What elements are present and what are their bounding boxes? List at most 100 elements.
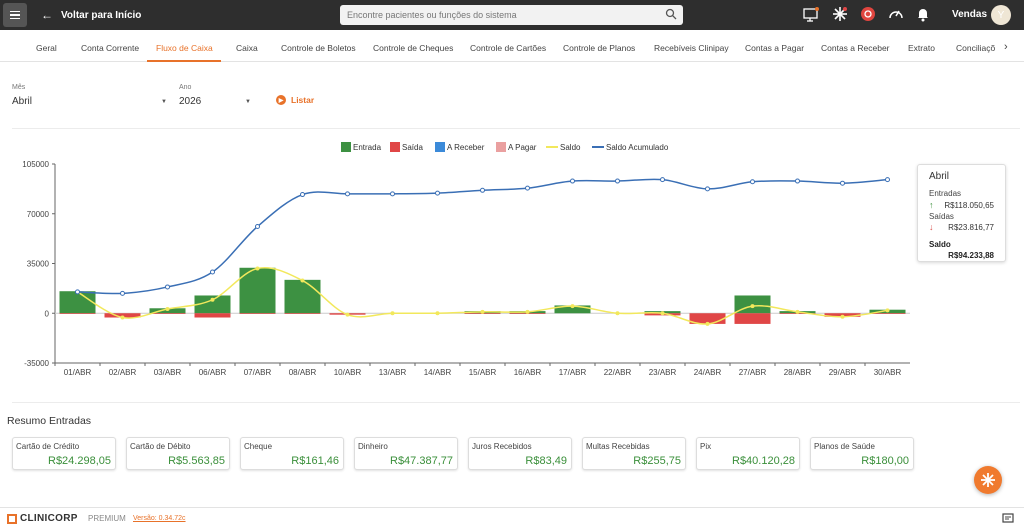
summary-entradas-value: R$118.050,65 [944,201,994,210]
resumo-card: Dinheiro R$47.387,77 [354,437,458,470]
top-bar: ← Voltar para Início Encontre pacientes … [0,0,1024,30]
tab-conta-corrente[interactable]: Conta Corrente [81,43,140,53]
record-icon[interactable] [860,6,876,22]
arrow-up-icon: ↑ [929,200,934,210]
x-tick-label: 07/ABR [244,368,272,377]
card-value: R$255,75 [633,455,681,467]
entrada-bar [239,267,276,314]
monitor-icon[interactable] [802,6,820,22]
bell-icon[interactable] [916,6,930,22]
x-tick-label: 14/ABR [424,368,452,377]
card-title: Dinheiro [358,442,388,451]
back-to-home-link[interactable]: ← Voltar para Início [41,8,141,22]
tab-controle-de-cheques[interactable]: Controle de Cheques [373,43,454,53]
x-tick-label: 22/ABR [604,368,632,377]
year-select[interactable]: 2026 [179,96,202,107]
legend-swatch [341,142,351,152]
tab-recebiveis-clinipay[interactable]: Recebíveis Clinipay [654,43,729,53]
saldo-acumulado-point [345,191,350,197]
user-name[interactable]: Vendas [952,9,988,20]
month-select[interactable]: Abril [12,96,33,107]
card-value: R$180,00 [861,455,909,467]
summary-entradas-label: Entradas [929,189,962,198]
version-link[interactable]: Versão: 0.34.72c [133,515,186,522]
back-label: Voltar para Início [61,9,142,21]
saldo-point [570,304,575,309]
x-tick-label: 16/ABR [514,368,542,377]
speedometer-icon[interactable] [888,6,904,22]
legend-label: A Receber [447,143,485,152]
clinicorp-star-icon[interactable] [832,6,848,22]
saldo-acumulado-point [750,179,755,185]
tab-caixa[interactable]: Caixa [236,43,258,53]
search-input[interactable]: Encontre pacientes ou funções do sistema [340,5,683,25]
resumo-entradas-title: Resumo Entradas [7,415,92,427]
chevron-right-icon[interactable]: › [1004,41,1008,53]
saida-bar [194,313,231,318]
card-value: R$47.387,77 [390,455,453,467]
saida-bar [284,313,321,314]
saldo-acumulado-point [120,290,125,296]
card-title: Planos de Saúde [814,442,875,451]
y-tick-label: -35000 [24,359,49,368]
saida-bar [149,313,186,314]
saldo-point [165,306,170,311]
list-button[interactable]: ▶ Listar [276,95,314,105]
tab-controle-de-planos[interactable]: Controle de Planos [563,43,636,53]
menu-icon[interactable] [3,3,27,27]
active-tab-indicator [147,60,221,62]
x-tick-label: 15/ABR [469,368,497,377]
chevron-down-icon[interactable]: ▼ [161,99,167,105]
y-tick-label: 70000 [27,210,50,219]
arrow-left-icon: ← [41,8,53,22]
footer: CLINICORP PREMIUM Versão: 0.34.72c [0,507,1024,528]
saldo-point [210,297,215,302]
saldo-acumulado-point [525,185,530,191]
x-tick-label: 13/ABR [379,368,407,377]
x-tick-label: 17/ABR [559,368,587,377]
saldo-acumulado-point [390,191,395,197]
legend-label: Entrada [353,143,382,152]
summary-saldo-value: R$94.233,88 [948,251,994,260]
search-icon [665,8,677,20]
tab-conciliacao[interactable]: Conciliaçõ [956,43,996,53]
saldo-point [390,311,395,316]
x-tick-label: 02/ABR [109,368,137,377]
saida-bar [59,313,96,314]
saldo-acumulado-point [660,177,665,183]
card-title: Cartão de Débito [130,442,191,451]
tab-controle-de-cartoes[interactable]: Controle de Cartões [470,43,547,53]
saida-bar [689,313,726,324]
card-title: Pix [700,442,712,451]
saldo-point [750,304,755,309]
saldo-acumulado-point [435,190,440,196]
summary-saidas-value: R$23.816,77 [948,223,994,232]
play-icon: ▶ [276,95,286,105]
tab-contas-a-receber[interactable]: Contas a Receber [821,43,890,53]
x-tick-label: 06/ABR [199,368,227,377]
assistant-fab-button[interactable] [974,466,1002,494]
tab-extrato[interactable]: Extrato [908,43,935,53]
saida-bar [104,313,141,318]
card-value: R$161,46 [291,455,339,467]
x-tick-label: 08/ABR [289,368,317,377]
summary-month: Abril [929,171,950,182]
chevron-down-icon[interactable]: ▼ [245,99,251,105]
avatar[interactable]: Y [991,5,1011,25]
resumo-card: Cartão de Crédito R$24.298,05 [12,437,116,470]
tab-contas-a-pagar[interactable]: Contas a Pagar [745,43,805,53]
x-tick-label: 23/ABR [649,368,677,377]
resumo-card: Multas Recebidas R$255,75 [582,437,686,470]
legend-label: A Pagar [508,143,537,152]
tab-geral[interactable]: Geral [36,43,57,53]
chat-icon[interactable] [1002,513,1014,525]
resumo-card: Pix R$40.120,28 [696,437,800,470]
tab-fluxo-de-caixa[interactable]: Fluxo de Caixa [156,43,213,53]
saida-bar [734,313,771,324]
resumo-card: Planos de Saúde R$180,00 [810,437,914,470]
legend-swatch [435,142,445,152]
x-tick-label: 30/ABR [874,368,902,377]
tab-controle-de-boletos[interactable]: Controle de Boletos [281,43,356,53]
month-summary-panel: Abril Entradas ↑ R$118.050,65 Saídas ↓ R… [917,164,1006,262]
summary-saldo-label: Saldo [929,240,951,249]
